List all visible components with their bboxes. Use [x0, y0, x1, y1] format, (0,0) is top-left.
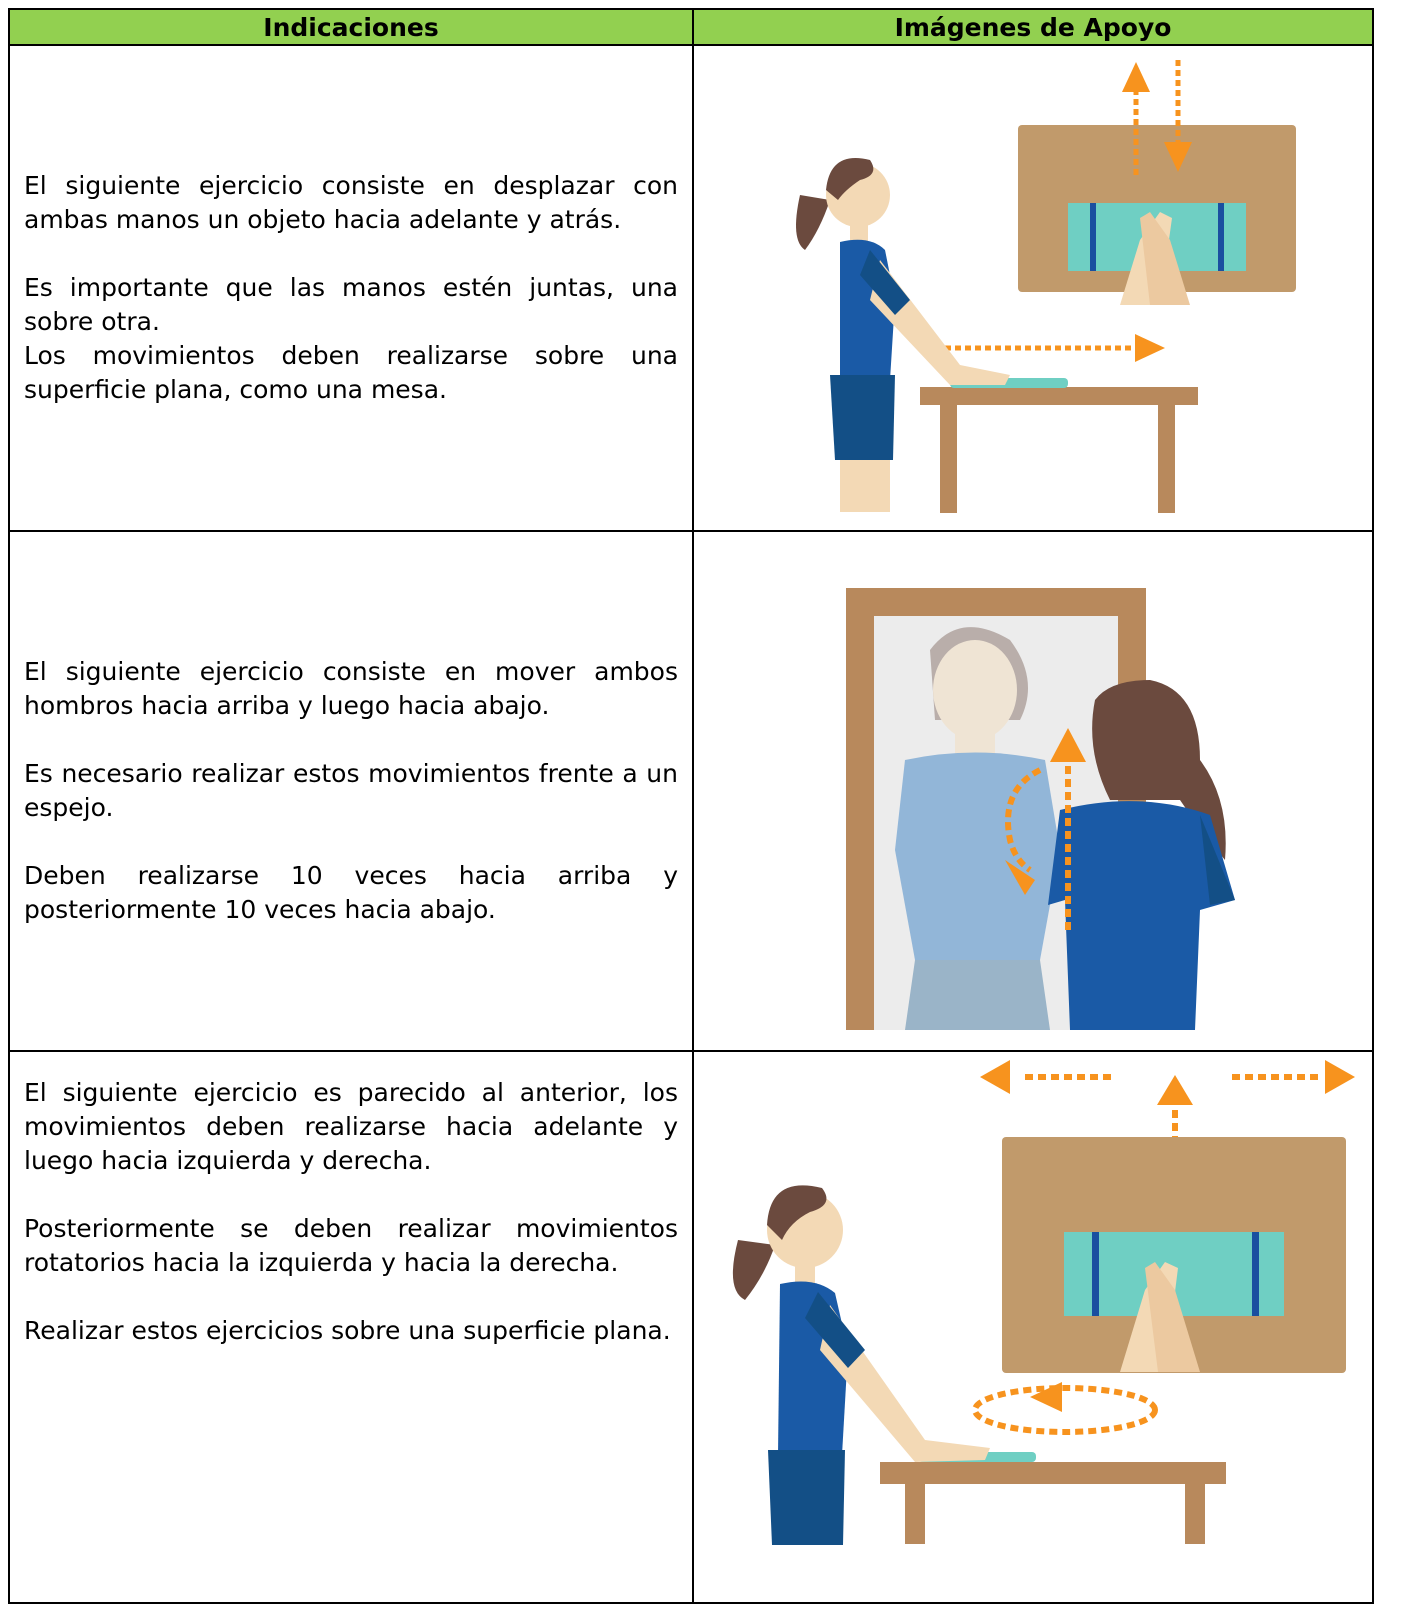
header-row: Indicaciones Imágenes de Apoyo [8, 8, 1374, 46]
paragraph: Deben realizarse 10 veces hacia arriba y… [24, 861, 678, 924]
image-cell [692, 1050, 1374, 1604]
paragraph: El siguiente ejercicio es parecido al an… [24, 1078, 678, 1175]
paragraph: Posteriormente se deben realizar movimie… [24, 1214, 678, 1277]
text-cell: El siguiente ejercicio es parecido al an… [8, 1050, 694, 1604]
paragraph: Es importante que las manos estén juntas… [24, 273, 678, 336]
paragraph: Es necesario realizar estos movimientos … [24, 759, 678, 822]
image-cell [692, 44, 1374, 532]
exercise-table: Indicaciones Imágenes de Apoyo El siguie… [8, 8, 1374, 1604]
header-cell: Imágenes de Apoyo [692, 8, 1374, 46]
paragraph: El siguiente ejercicio consiste en mover… [24, 657, 678, 720]
paragraph: El siguiente ejercicio consiste en despl… [24, 171, 678, 234]
text-cell: El siguiente ejercicio consiste en despl… [8, 44, 694, 532]
row: El siguiente ejercicio consiste en despl… [8, 44, 1374, 532]
paragraph: Los movimientos deben realizarse sobre u… [24, 341, 678, 404]
text-cell: El siguiente ejercicio consiste en mover… [8, 530, 694, 1052]
row: El siguiente ejercicio es parecido al an… [8, 1050, 1374, 1604]
image-cell [692, 530, 1374, 1052]
paragraph: Realizar estos ejercicios sobre una supe… [24, 1316, 671, 1345]
row: El siguiente ejercicio consiste en mover… [8, 530, 1374, 1052]
header-cell: Indicaciones [8, 8, 694, 46]
